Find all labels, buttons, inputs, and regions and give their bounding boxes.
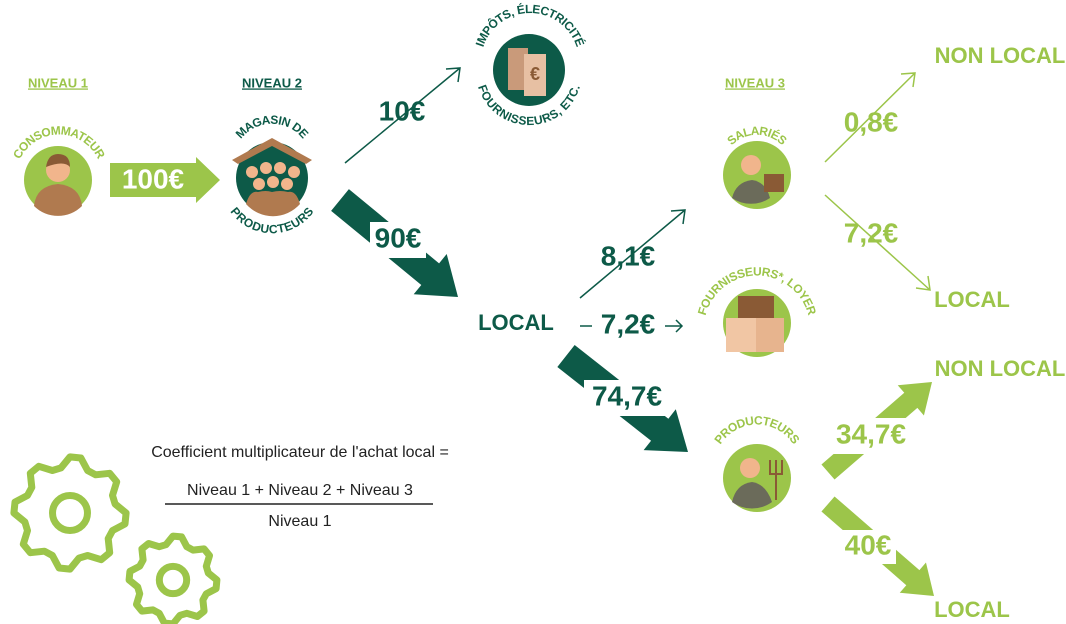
level-label: NIVEAU 2 [242,75,302,90]
gear-hole [159,566,186,593]
destination: LOCAL [934,287,1010,312]
level-label: NIVEAU 1 [28,75,88,90]
flow-amount: 8,1€ [601,240,656,271]
destination: NON LOCAL [935,43,1066,68]
formula-denominator: Niveau 1 [268,513,331,530]
formula-numerator: Niveau 1 + Niveau 2 + Niveau 3 [187,482,413,499]
formula-label: Coefficient multiplicateur de l'achat lo… [151,444,449,461]
flow-amount: 7,2€ [844,217,899,248]
gear [14,457,126,569]
destination: LOCAL [478,310,554,335]
flow-amount: 100€ [122,163,185,194]
diagram: NIVEAU 1 NIVEAU 2 NIVEAU 3 CONSOMMATEUR … [0,0,1066,624]
flow-amount: 10€ [379,95,426,126]
store-icon [232,138,312,216]
flow-amount: 90€ [375,222,422,253]
node-label: PRODUCTEURS [712,414,803,447]
flow-amount: 0,8€ [844,106,899,137]
level-label: NIVEAU 3 [725,75,785,90]
consumer-icon [24,146,92,216]
suppliers-icon [723,289,791,357]
gear [129,536,217,624]
flow-amount: 74,7€ [592,380,662,411]
destination: NON LOCAL [935,356,1066,381]
flow-amount: 40€ [845,529,892,560]
costs-icon: € [493,34,565,106]
node-label-path: MAGASIN DE [233,113,311,142]
destination: LOCAL [934,597,1010,622]
producers-icon [723,444,791,512]
svg-text:€: € [530,64,540,84]
employees-icon [723,141,791,209]
node-label: MAGASIN DE [233,113,311,142]
flow-amount: 34,7€ [836,418,906,449]
flow-amount: 7,2€ [601,308,656,339]
gear-hole [53,496,88,531]
node-label-path: PRODUCTEURS [712,414,803,447]
